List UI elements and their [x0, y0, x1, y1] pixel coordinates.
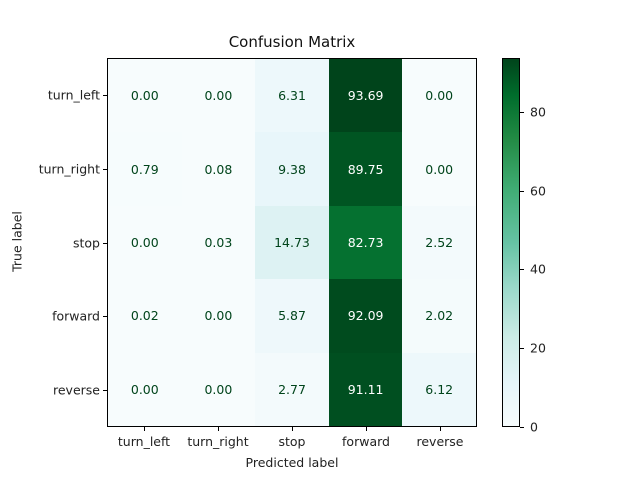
- colorbar-tick-mark: [520, 111, 524, 113]
- x-tick-mark: [292, 427, 293, 431]
- heatmap-cell: 14.73: [255, 205, 329, 280]
- y-tick-label: reverse: [53, 382, 100, 398]
- y-tick-label: stop: [73, 235, 100, 250]
- heatmap-cell: 0.00: [181, 352, 256, 426]
- heatmap-grid: 0.00 0.00 6.31 93.69 0.00 0.79 0.08 9.38 89.75 0.…: [108, 59, 476, 426]
- heatmap-cell: 6.12: [402, 352, 476, 426]
- colorbar-tick-label: 0: [530, 419, 538, 435]
- heatmap-cell: 2.02: [402, 279, 476, 353]
- heatmap-cell: 91.11: [328, 352, 403, 426]
- colorbar-tick-label: 40: [530, 261, 546, 277]
- heatmap-cell: 0.79: [108, 132, 182, 206]
- heatmap-cell: 92.09: [328, 279, 403, 353]
- x-tick-label: turn_left: [117, 434, 171, 449]
- heatmap-cell: 0.08: [181, 132, 256, 206]
- y-tick-mark: [103, 242, 107, 244]
- heatmap-cell: 93.69: [328, 59, 403, 133]
- x-tick-label: turn_right: [187, 434, 249, 449]
- chart-title: Confusion Matrix: [228, 33, 356, 51]
- x-axis-label: Predicted label: [245, 455, 339, 470]
- heatmap-cell: 6.31: [255, 59, 329, 133]
- heatmap-cell: 0.00: [108, 59, 182, 133]
- x-tick-label: reverse: [416, 434, 464, 449]
- heatmap-cell: 2.77: [255, 352, 329, 426]
- heatmap-cell: 89.75: [328, 132, 403, 206]
- y-tick-mark: [103, 94, 107, 96]
- heatmap-cell: 82.73: [328, 205, 403, 280]
- x-tick-label: stop: [278, 434, 306, 449]
- y-axis-label: True label: [9, 211, 25, 272]
- x-tick-mark: [366, 427, 367, 431]
- y-tick-mark: [103, 316, 107, 318]
- x-tick-mark: [144, 427, 145, 431]
- heatmap-cell: 0.00: [108, 205, 182, 280]
- y-tick-label: turn_left: [47, 87, 100, 103]
- x-tick-mark: [218, 427, 219, 431]
- heatmap-cell: 0.00: [402, 132, 476, 206]
- y-tick-label: forward: [52, 308, 100, 324]
- heatmap-cell: 0.00: [181, 59, 256, 133]
- y-tick-label: turn_right: [38, 161, 100, 177]
- y-tick-mark: [103, 390, 107, 392]
- heatmap-cell: 2.52: [402, 205, 476, 280]
- colorbar-tick-label: 60: [530, 183, 546, 199]
- colorbar-tick-mark: [520, 427, 524, 428]
- heatmap-plot-area: 0.00 0.00 6.31 93.69 0.00 0.79 0.08 9.38 89.75 0.…: [107, 58, 477, 427]
- y-tick-mark: [103, 168, 107, 170]
- heatmap-cell: 0.00: [402, 59, 476, 133]
- colorbar-tick-mark: [520, 269, 524, 271]
- heatmap-cell: 0.00: [181, 279, 256, 353]
- colorbar-tick-mark: [520, 190, 524, 192]
- x-tick-label: forward: [342, 434, 390, 449]
- colorbar-tick-mark: [520, 348, 524, 350]
- heatmap-cell: 0.02: [108, 279, 182, 353]
- colorbar-tick-label: 80: [530, 104, 546, 120]
- heatmap-cell: 0.03: [181, 205, 256, 280]
- heatmap-cell: 9.38: [255, 132, 329, 206]
- heatmap-cell: 5.87: [255, 279, 329, 353]
- colorbar: [502, 58, 520, 427]
- colorbar-tick-label: 20: [530, 340, 546, 356]
- heatmap-cell: 0.00: [108, 352, 182, 426]
- x-tick-mark: [440, 427, 441, 431]
